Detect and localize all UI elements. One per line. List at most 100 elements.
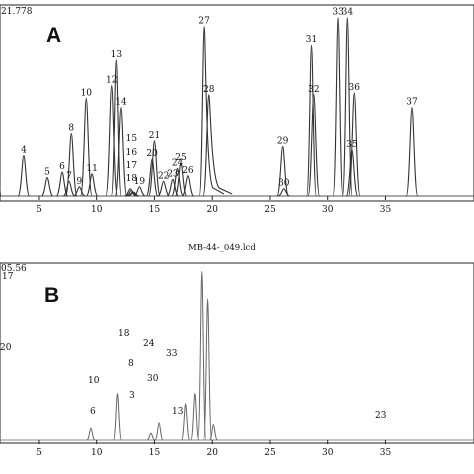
x-tick-label: 15 [149,448,161,458]
peak-label: 5 [44,168,50,178]
panel-a-corner-value: 21.778 [1,7,33,17]
peak-label: 10 [81,88,93,98]
chromatogram-peak [113,393,122,441]
chromatogram-peak [114,107,128,197]
peak-label: 31 [306,35,317,45]
peak-label: 29 [277,136,289,146]
peak-label: 36 [349,83,361,93]
chromatogram-peak [157,180,170,197]
peak-label: 8 [68,123,74,133]
peak-label: 17 [126,161,138,171]
chromatogram-peak [348,92,361,197]
chromatogram-peak [277,188,290,197]
chromatogram-peak [124,188,137,197]
chromatogram-peak [306,44,317,197]
panel-b-label: 24 [143,339,155,349]
x-tick-label: 10 [91,448,103,458]
chromatogram-peak [127,191,140,197]
chromatogram-peak [105,85,118,197]
chromatogram-peak [133,186,146,197]
peak-label: 26 [182,166,194,176]
peak-label: 28 [203,85,215,95]
peak-label: 25 [175,153,187,163]
chromatogram-peak [276,145,289,197]
x-tick-label: 25 [264,448,276,458]
panel-b-label: 6 [90,407,96,417]
x-tick-label: 10 [91,205,103,215]
chromatogram-peak [73,186,86,197]
panel-b-label: 20 [0,343,12,353]
chromatogram-peak [148,140,161,197]
chromatogram-peak [307,94,321,197]
chromatogram-peak [17,154,31,197]
panel-b-label: 30 [147,374,159,384]
x-tick-label: 30 [322,205,334,215]
peak-label: 22 [158,171,169,181]
peak-label: 9 [77,177,83,187]
panel-a-peaks [0,16,419,197]
peak-label: 30 [278,179,290,189]
x-tick-label: 30 [322,448,334,458]
peak-label: 16 [126,148,138,158]
chromatogram-peak [203,298,213,441]
panel-a-x-axis: 5 10 15 20 25 30 35 [36,196,391,215]
peak-label: 37 [406,98,418,108]
peak-label: 34 [342,8,354,18]
file-label: MB-44-_049.lcd [188,243,256,253]
panel-b-label: 13 [172,407,184,417]
peak-label: 19 [134,177,146,187]
peak-label: 32 [308,85,319,95]
chromatogram-peak [181,403,191,441]
chromatogram-peak [181,175,195,197]
panel-b-letter: B [44,284,59,307]
peak-label: 15 [126,134,138,144]
chromatogram-peak [190,393,200,441]
panel-b-label: 3 [129,391,135,401]
chromatogram-peak [154,422,164,441]
peak-label: 20 [146,149,158,159]
x-tick-label: 5 [36,448,42,458]
panel-b-label: 10 [88,376,100,386]
x-tick-label: 25 [264,205,276,215]
chromatogram-peak [341,16,353,197]
panel-b-label: 8 [128,359,134,369]
x-tick-label: 5 [36,205,42,215]
peak-label: 13 [111,50,123,60]
x-tick-label: 35 [380,205,392,215]
chromatogram-peak [202,94,233,197]
peak-label: 21 [149,131,160,141]
panel-b-label: 17 [2,272,14,282]
x-tick-label: 20 [206,448,218,458]
chromatogram-peak [197,270,207,441]
chromatogram-peak [332,16,344,197]
peak-label: 14 [115,98,127,108]
chromatogram-peak [171,167,184,197]
panel-b-frame [0,262,474,444]
x-tick-label: 20 [206,205,218,215]
chromatogram-peak [198,26,225,197]
panel-b-label: 18 [118,329,130,339]
chromatogram-peak [86,427,96,441]
peak-label: 33 [332,8,344,18]
peak-label: 24 [172,158,184,168]
peak-label: 6 [59,162,65,172]
panel-b-label: 23 [375,411,387,421]
chromatogram-peak [110,59,122,197]
peak-label: 23 [167,169,179,179]
x-tick-label: 15 [149,205,161,215]
peak-label: 4 [21,146,27,156]
chromatogram-peak [208,424,218,441]
chromatogram-peak [80,97,93,197]
panel-a-frame [0,4,474,202]
chromatogram-peak [40,177,54,197]
peak-label: 7 [66,171,72,181]
panel-b-peaks [0,270,218,441]
chromatogram-peak [85,173,99,197]
chromatogram-peak [62,180,75,197]
peak-label: 35 [346,140,358,150]
peak-label: 27 [198,17,210,27]
panel-a-letter: A [46,24,61,47]
peak-label: 18 [126,174,138,184]
